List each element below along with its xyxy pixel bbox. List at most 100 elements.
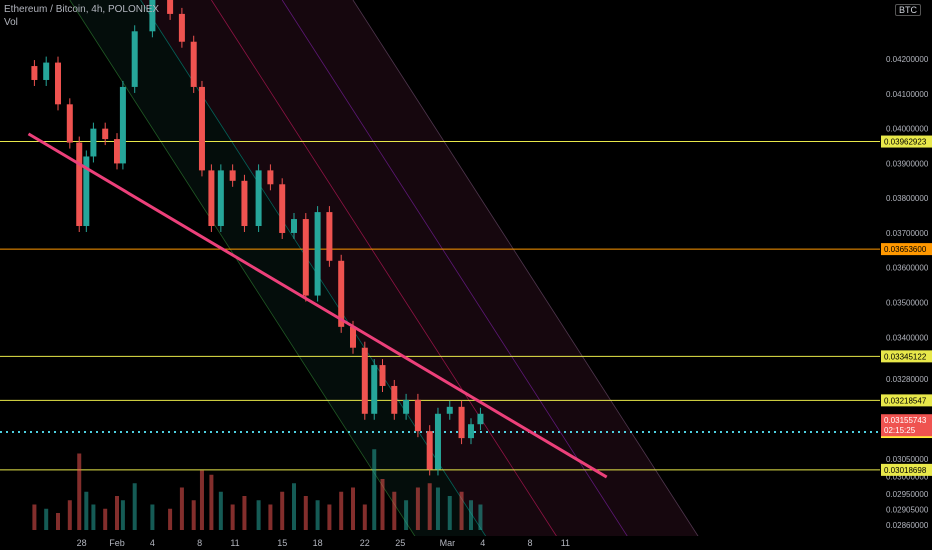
candle xyxy=(267,170,274,185)
candle xyxy=(178,13,185,42)
y-tick-label: 0.03900000 xyxy=(886,159,929,168)
level-badge-bg xyxy=(881,394,932,407)
x-tick-label: Feb xyxy=(109,538,125,548)
candle xyxy=(208,170,215,227)
volume-bar xyxy=(392,491,397,530)
channel-line xyxy=(69,0,425,550)
y-tick-label: 0.03400000 xyxy=(886,333,929,342)
level-badge: 0.03653600 xyxy=(884,245,927,254)
y-tick-label: 0.03280000 xyxy=(886,375,929,384)
y-tick-label: 0.04100000 xyxy=(886,90,929,99)
y-tick-label: 0.04200000 xyxy=(886,55,929,64)
volume-bar xyxy=(120,500,125,530)
candle xyxy=(371,365,378,414)
volume-bar xyxy=(315,500,320,530)
candle xyxy=(114,139,120,164)
volume-bar xyxy=(478,504,483,530)
candle xyxy=(446,406,453,414)
candle xyxy=(217,170,224,227)
x-tick-label: 4 xyxy=(480,538,485,548)
level-badge: 0.03218547 xyxy=(884,396,927,405)
volume-bar xyxy=(435,487,440,530)
channel-lower-band xyxy=(69,0,495,550)
candle xyxy=(379,365,386,386)
volume-bar xyxy=(372,449,377,530)
level-badge: 0.03962923 xyxy=(884,138,927,147)
candle xyxy=(403,399,410,414)
volume-bar xyxy=(415,487,420,530)
x-tick-label: 8 xyxy=(527,538,532,548)
currency-badge[interactable]: BTC xyxy=(895,4,921,16)
y-tick-label: 0.03700000 xyxy=(886,229,929,238)
y-tick-label: 0.02860000 xyxy=(886,521,929,530)
x-tick-label: 11 xyxy=(230,538,239,548)
channel-line xyxy=(352,0,708,550)
y-tick-label: 0.03000000 xyxy=(886,472,929,481)
level-badge: 0.03018698 xyxy=(884,466,927,475)
volume-bar xyxy=(351,487,355,530)
x-tick-label: 11 xyxy=(561,538,570,548)
y-tick-label: 0.03600000 xyxy=(886,264,929,273)
level-badge: 0.03345122 xyxy=(884,352,927,361)
volume-bar xyxy=(256,500,261,530)
volume-bar xyxy=(77,453,82,530)
candle xyxy=(468,424,474,439)
y-tick-label: 0.02950000 xyxy=(886,490,929,499)
current-price-label: 0.03155743 xyxy=(884,416,927,425)
y-tick-label: 0.03800000 xyxy=(886,194,929,203)
volume-bar xyxy=(103,508,108,530)
candle xyxy=(149,0,156,32)
candle xyxy=(426,431,433,470)
candle xyxy=(76,142,83,227)
y-tick-label: 0.03500000 xyxy=(886,299,929,308)
volume-bar xyxy=(268,504,273,530)
volume-bar xyxy=(404,500,409,530)
channel-upper-band xyxy=(140,0,708,550)
candle xyxy=(391,385,398,414)
trendline xyxy=(27,132,608,479)
volume-bar xyxy=(191,500,196,530)
x-tick-label: 22 xyxy=(360,538,370,548)
candle xyxy=(458,406,465,439)
volume-bar xyxy=(362,504,367,530)
x-tick-label: 8 xyxy=(197,538,202,548)
candle xyxy=(477,413,484,425)
candle xyxy=(279,184,286,233)
volume-bar xyxy=(447,496,452,530)
volume-label: Vol xyxy=(4,17,18,28)
candle xyxy=(326,212,333,261)
volume-bar xyxy=(199,470,204,530)
level-badge-bg xyxy=(881,243,932,256)
volume-bar xyxy=(327,504,332,530)
candle xyxy=(55,62,61,105)
volume-bar xyxy=(280,491,285,530)
candle xyxy=(119,86,126,164)
candle xyxy=(361,347,368,414)
volume-bar xyxy=(91,504,96,530)
volume-bar xyxy=(459,491,464,530)
x-tick-label: 18 xyxy=(313,538,323,548)
price-axis xyxy=(880,0,932,550)
x-tick-label: Mar xyxy=(440,538,456,548)
candle xyxy=(167,0,174,14)
candle xyxy=(131,31,138,87)
volume-bar xyxy=(303,496,308,530)
chart-title: Ethereum / Bitcoin, 4h, POLONIEX xyxy=(4,4,160,15)
volume-bar xyxy=(56,513,60,530)
volume-bar xyxy=(115,496,119,530)
volume-bar xyxy=(209,474,214,530)
candle xyxy=(414,399,421,432)
volume-bar xyxy=(469,500,473,530)
candle xyxy=(43,62,50,80)
y-tick-label: 0.02905000 xyxy=(886,505,929,514)
volume-bar xyxy=(32,504,37,530)
time-axis xyxy=(0,536,880,550)
volume-bar xyxy=(230,504,235,530)
volume-bar xyxy=(242,496,247,530)
candle xyxy=(255,170,262,227)
x-tick-label: 15 xyxy=(277,538,287,548)
y-tick-label: 0.04000000 xyxy=(886,125,929,134)
volume-bar xyxy=(179,487,184,530)
